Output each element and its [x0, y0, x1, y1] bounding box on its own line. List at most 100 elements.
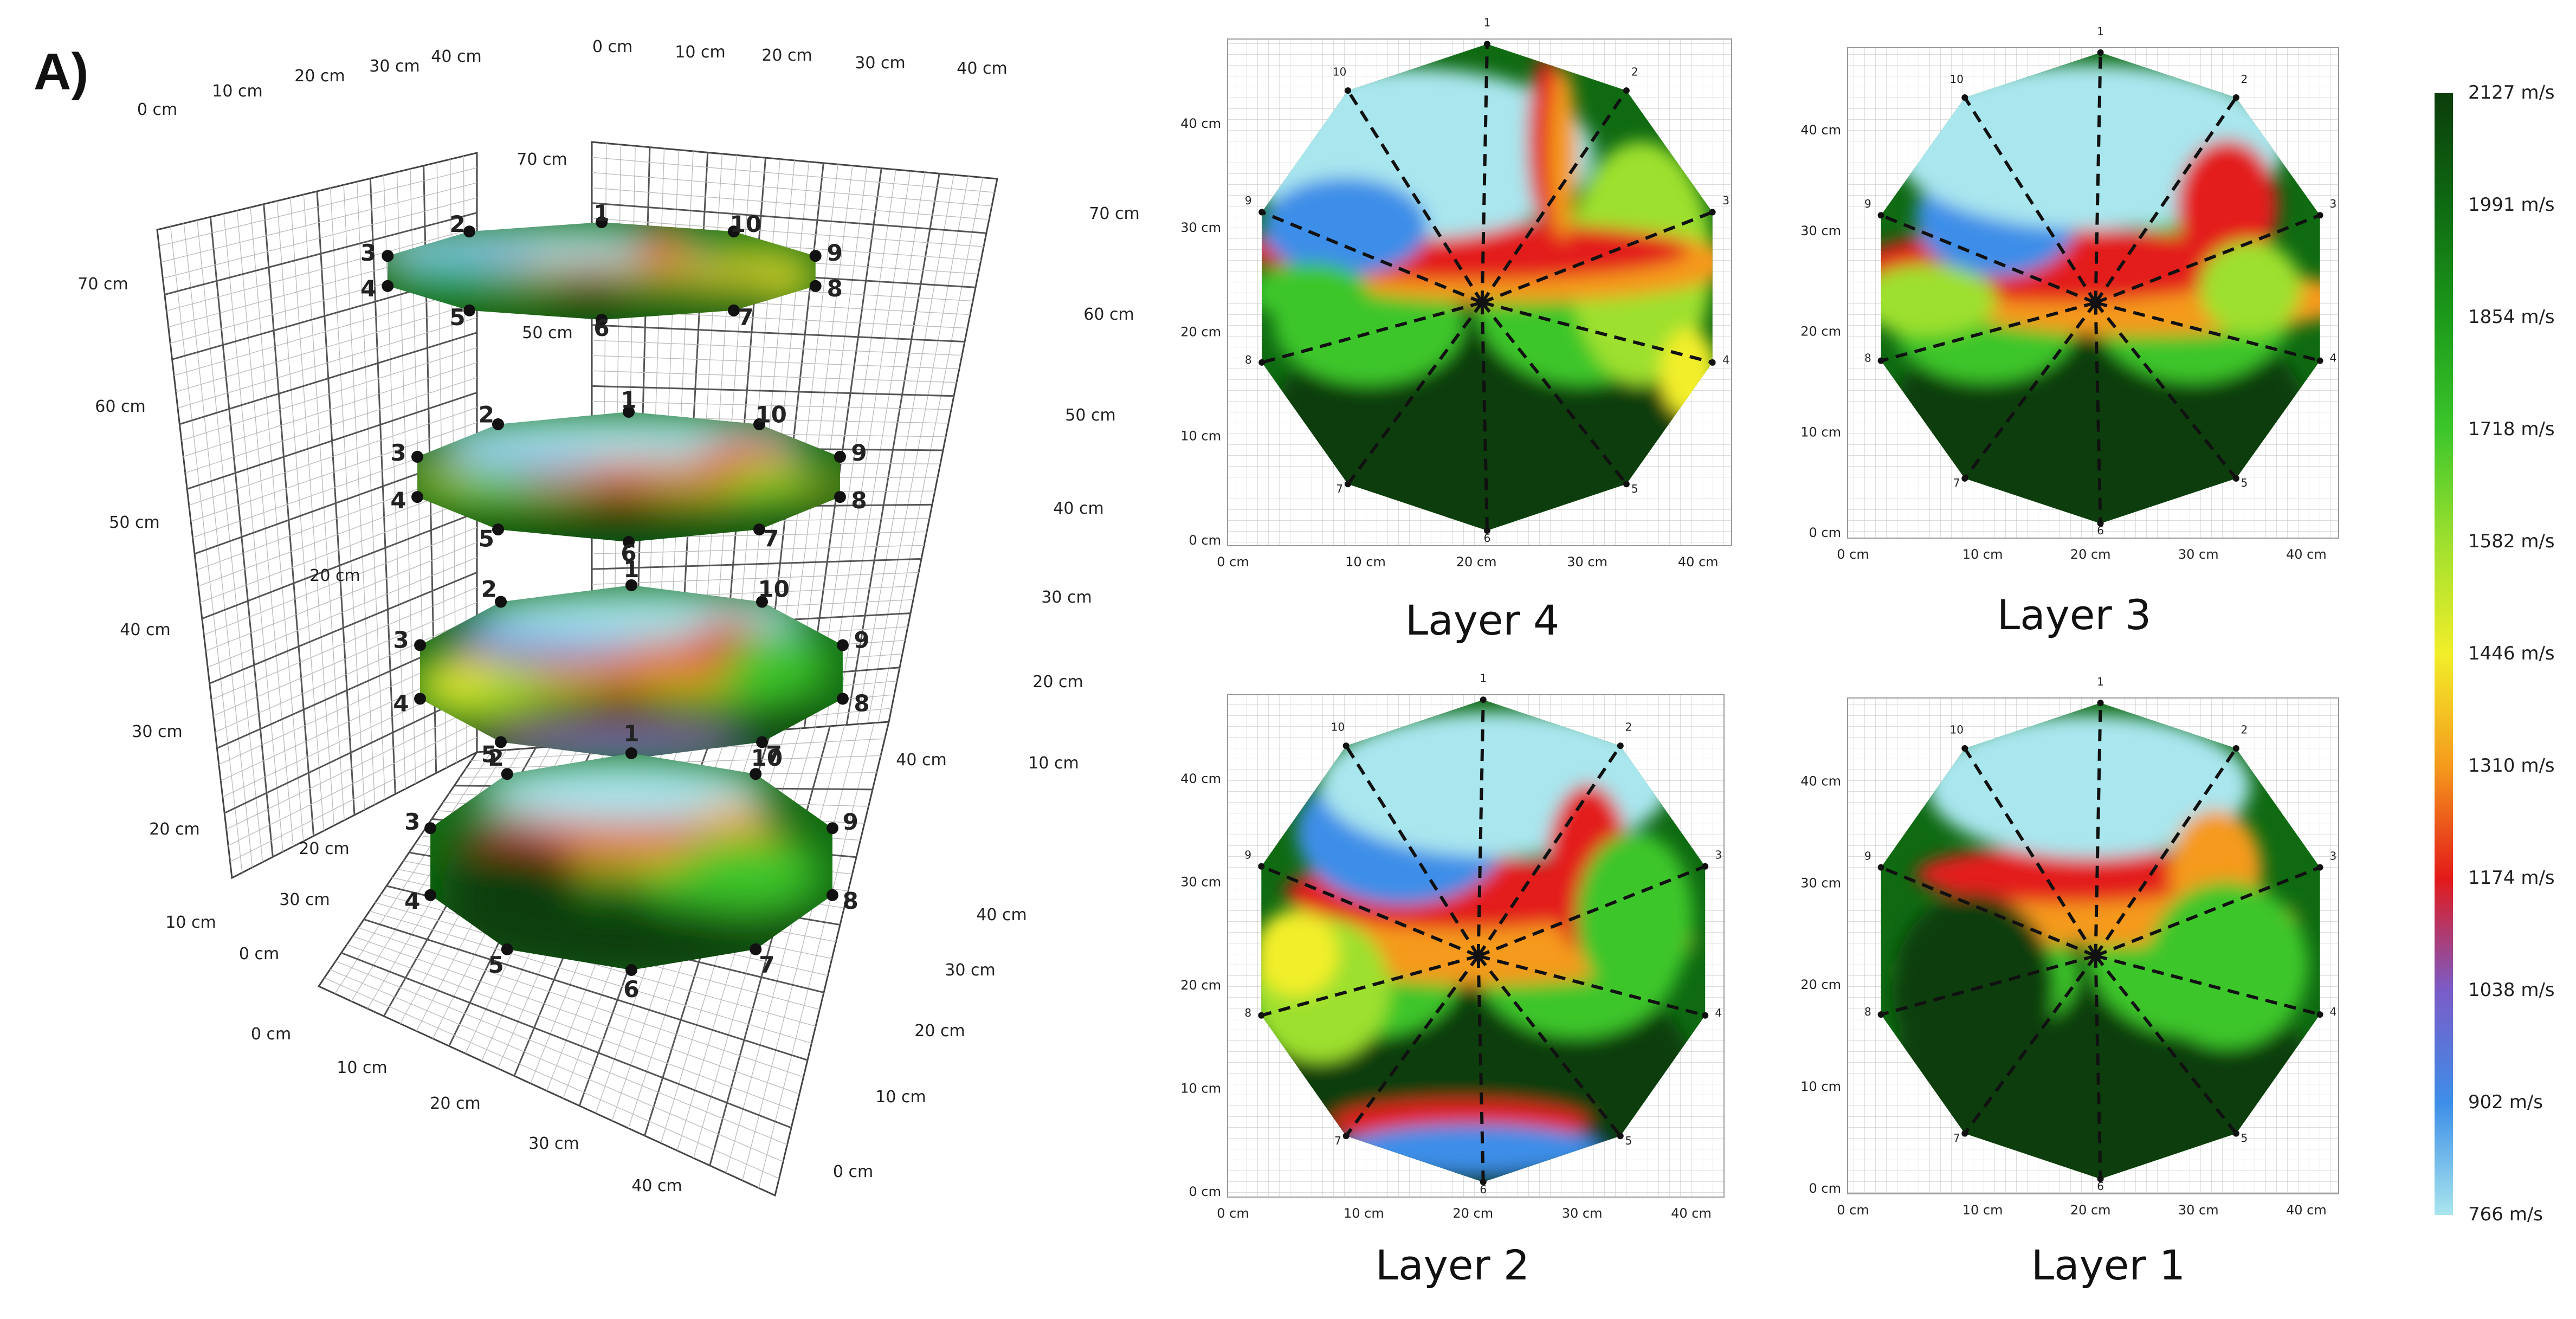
iso-inner-tick: 20 cm	[309, 566, 360, 585]
plan-layer-1: 1 2 3 4 5 6 7 8 9 10 0 cm 10 cm 20 cm 30 cm 40 cm 0 cm 1…	[1800, 675, 2339, 1218]
iso-node-label: 1	[623, 720, 639, 747]
iso-velocity-map	[430, 753, 832, 970]
spoke-line	[1477, 864, 1706, 958]
sensor-node	[1877, 357, 1884, 364]
iso-node-label: 3	[390, 439, 406, 466]
iso-velocity-map	[417, 412, 840, 542]
spoke-line	[1345, 955, 1480, 1137]
sensor-node	[1480, 1179, 1487, 1186]
spoke-line	[1963, 301, 2097, 480]
spoke-label: 9	[1864, 197, 1871, 210]
sensor-node	[1258, 359, 1266, 366]
x-tick-label: 30 cm	[2178, 1202, 2219, 1218]
spoke-line	[2094, 703, 2102, 956]
iso-node-label: 5	[449, 304, 465, 331]
x-tick-label: 10 cm	[1345, 554, 1386, 570]
sensor-node	[2316, 1011, 2323, 1018]
spoke-label: 7	[1953, 476, 1960, 489]
spoke-line	[1261, 954, 1479, 1017]
spoke-label: 1	[2097, 675, 2104, 688]
iso-node-label: 10	[755, 401, 786, 428]
sensor-node	[1961, 745, 1968, 752]
spoke-line	[2094, 52, 2102, 303]
spoke-line	[1880, 954, 2096, 1016]
iso-node	[809, 280, 822, 292]
iso-node	[463, 304, 476, 316]
iso-node	[463, 225, 476, 238]
iso-floor-front-tick: 30 cm	[528, 1134, 579, 1153]
sensor-node	[2097, 49, 2104, 56]
iso-inner-tick: 20 cm	[299, 839, 349, 858]
sensor-node	[1623, 87, 1630, 94]
x-tick-label: 30 cm	[2178, 547, 2219, 562]
iso-top-left-tick: 40 cm	[431, 47, 481, 66]
y-tick-label: 10 cm	[1180, 1081, 1221, 1096]
iso-node-label: 3	[360, 240, 376, 266]
sensor-node	[2097, 520, 2104, 527]
sensor-node	[1877, 212, 1884, 219]
iso-top-right-tick: 30 cm	[855, 54, 905, 73]
iso-left-z-tick: 50 cm	[109, 513, 159, 532]
y-tick-label: 30 cm	[1180, 220, 1221, 235]
iso-node-label: 1	[593, 200, 609, 227]
iso-top-left-tick: 10 cm	[212, 82, 262, 101]
caption-layer-1: Layer 1	[2031, 1241, 2186, 1289]
iso-node-label: 4	[404, 888, 420, 914]
caption-layer-3: Layer 3	[1997, 591, 2152, 639]
colorbar-tick-label: 1446 m/s	[2468, 643, 2555, 664]
spoke-label: 4	[2330, 352, 2337, 365]
y-tick-label: 20 cm	[1800, 324, 1841, 339]
iso-node	[623, 406, 635, 418]
spoke-line	[2094, 302, 2102, 523]
iso-node	[411, 450, 424, 463]
colorbar-tick-label: 1718 m/s	[2468, 418, 2555, 440]
iso-slice-layer-1: 1 10 9 8 7 6 5 4 3 2	[404, 720, 858, 1003]
iso-node-label: 2	[488, 745, 504, 771]
spoke-label: 10	[1331, 721, 1345, 734]
spoke-label: 7	[1336, 482, 1343, 495]
iso-left-z-tick: 20 cm	[149, 820, 199, 839]
spoke-line	[1481, 89, 1628, 303]
spoke-line	[1261, 864, 1479, 958]
spoke-line	[1880, 301, 2096, 363]
iso-node	[727, 225, 740, 238]
spoke-label: 10	[1950, 723, 1964, 736]
iso-top-left-tick: 20 cm	[294, 67, 345, 86]
sensor-node	[2097, 1175, 2104, 1182]
sensor-node	[1483, 527, 1490, 534]
colorbar-tick-label: 1854 m/s	[2468, 306, 2555, 328]
iso-node-label: 9	[843, 809, 858, 835]
sensor-node	[2232, 1130, 2239, 1137]
iso-node-label: 1	[621, 386, 636, 413]
spoke-label: 5	[1631, 482, 1638, 495]
spoke-line	[2095, 214, 2321, 305]
iso-right-z-tick: 30 cm	[1041, 588, 1092, 607]
x-tick-label: 20 cm	[2070, 547, 2111, 562]
x-tick-label: 20 cm	[1456, 554, 1497, 570]
iso-node	[495, 596, 507, 608]
spoke-label: 7	[1953, 1132, 1960, 1145]
iso-node	[836, 639, 849, 651]
iso-node	[826, 889, 838, 901]
x-tick-label: 0 cm	[1837, 547, 1869, 562]
iso-top-right-tick: 10 cm	[675, 43, 725, 62]
iso-node	[411, 491, 424, 503]
iso-right-z-tick: 20 cm	[1032, 673, 1083, 691]
y-tick-label: 40 cm	[1800, 122, 1841, 138]
y-tick-label: 0 cm	[1189, 1184, 1221, 1199]
iso-node	[414, 639, 427, 651]
iso-node	[727, 304, 740, 316]
x-tick-label: 10 cm	[1962, 547, 2003, 562]
spoke-label: 10	[1950, 73, 1964, 86]
sensor-node	[1258, 209, 1266, 216]
iso-top-right-tick: 0 cm	[592, 37, 632, 56]
colorbar-tick-label: 1174 m/s	[2468, 867, 2555, 889]
iso-node-label: 9	[827, 240, 843, 266]
sensor-node	[2316, 357, 2323, 364]
spoke-line	[1480, 44, 1489, 303]
plan-layer-4: 1 2 3 4 5 6 7 8 9 10 0 cm 10 cm 20 cm 30 cm 40 cm 0 cm 1…	[1180, 16, 1732, 570]
sensor-node	[2316, 212, 2323, 219]
iso-node	[382, 280, 394, 292]
